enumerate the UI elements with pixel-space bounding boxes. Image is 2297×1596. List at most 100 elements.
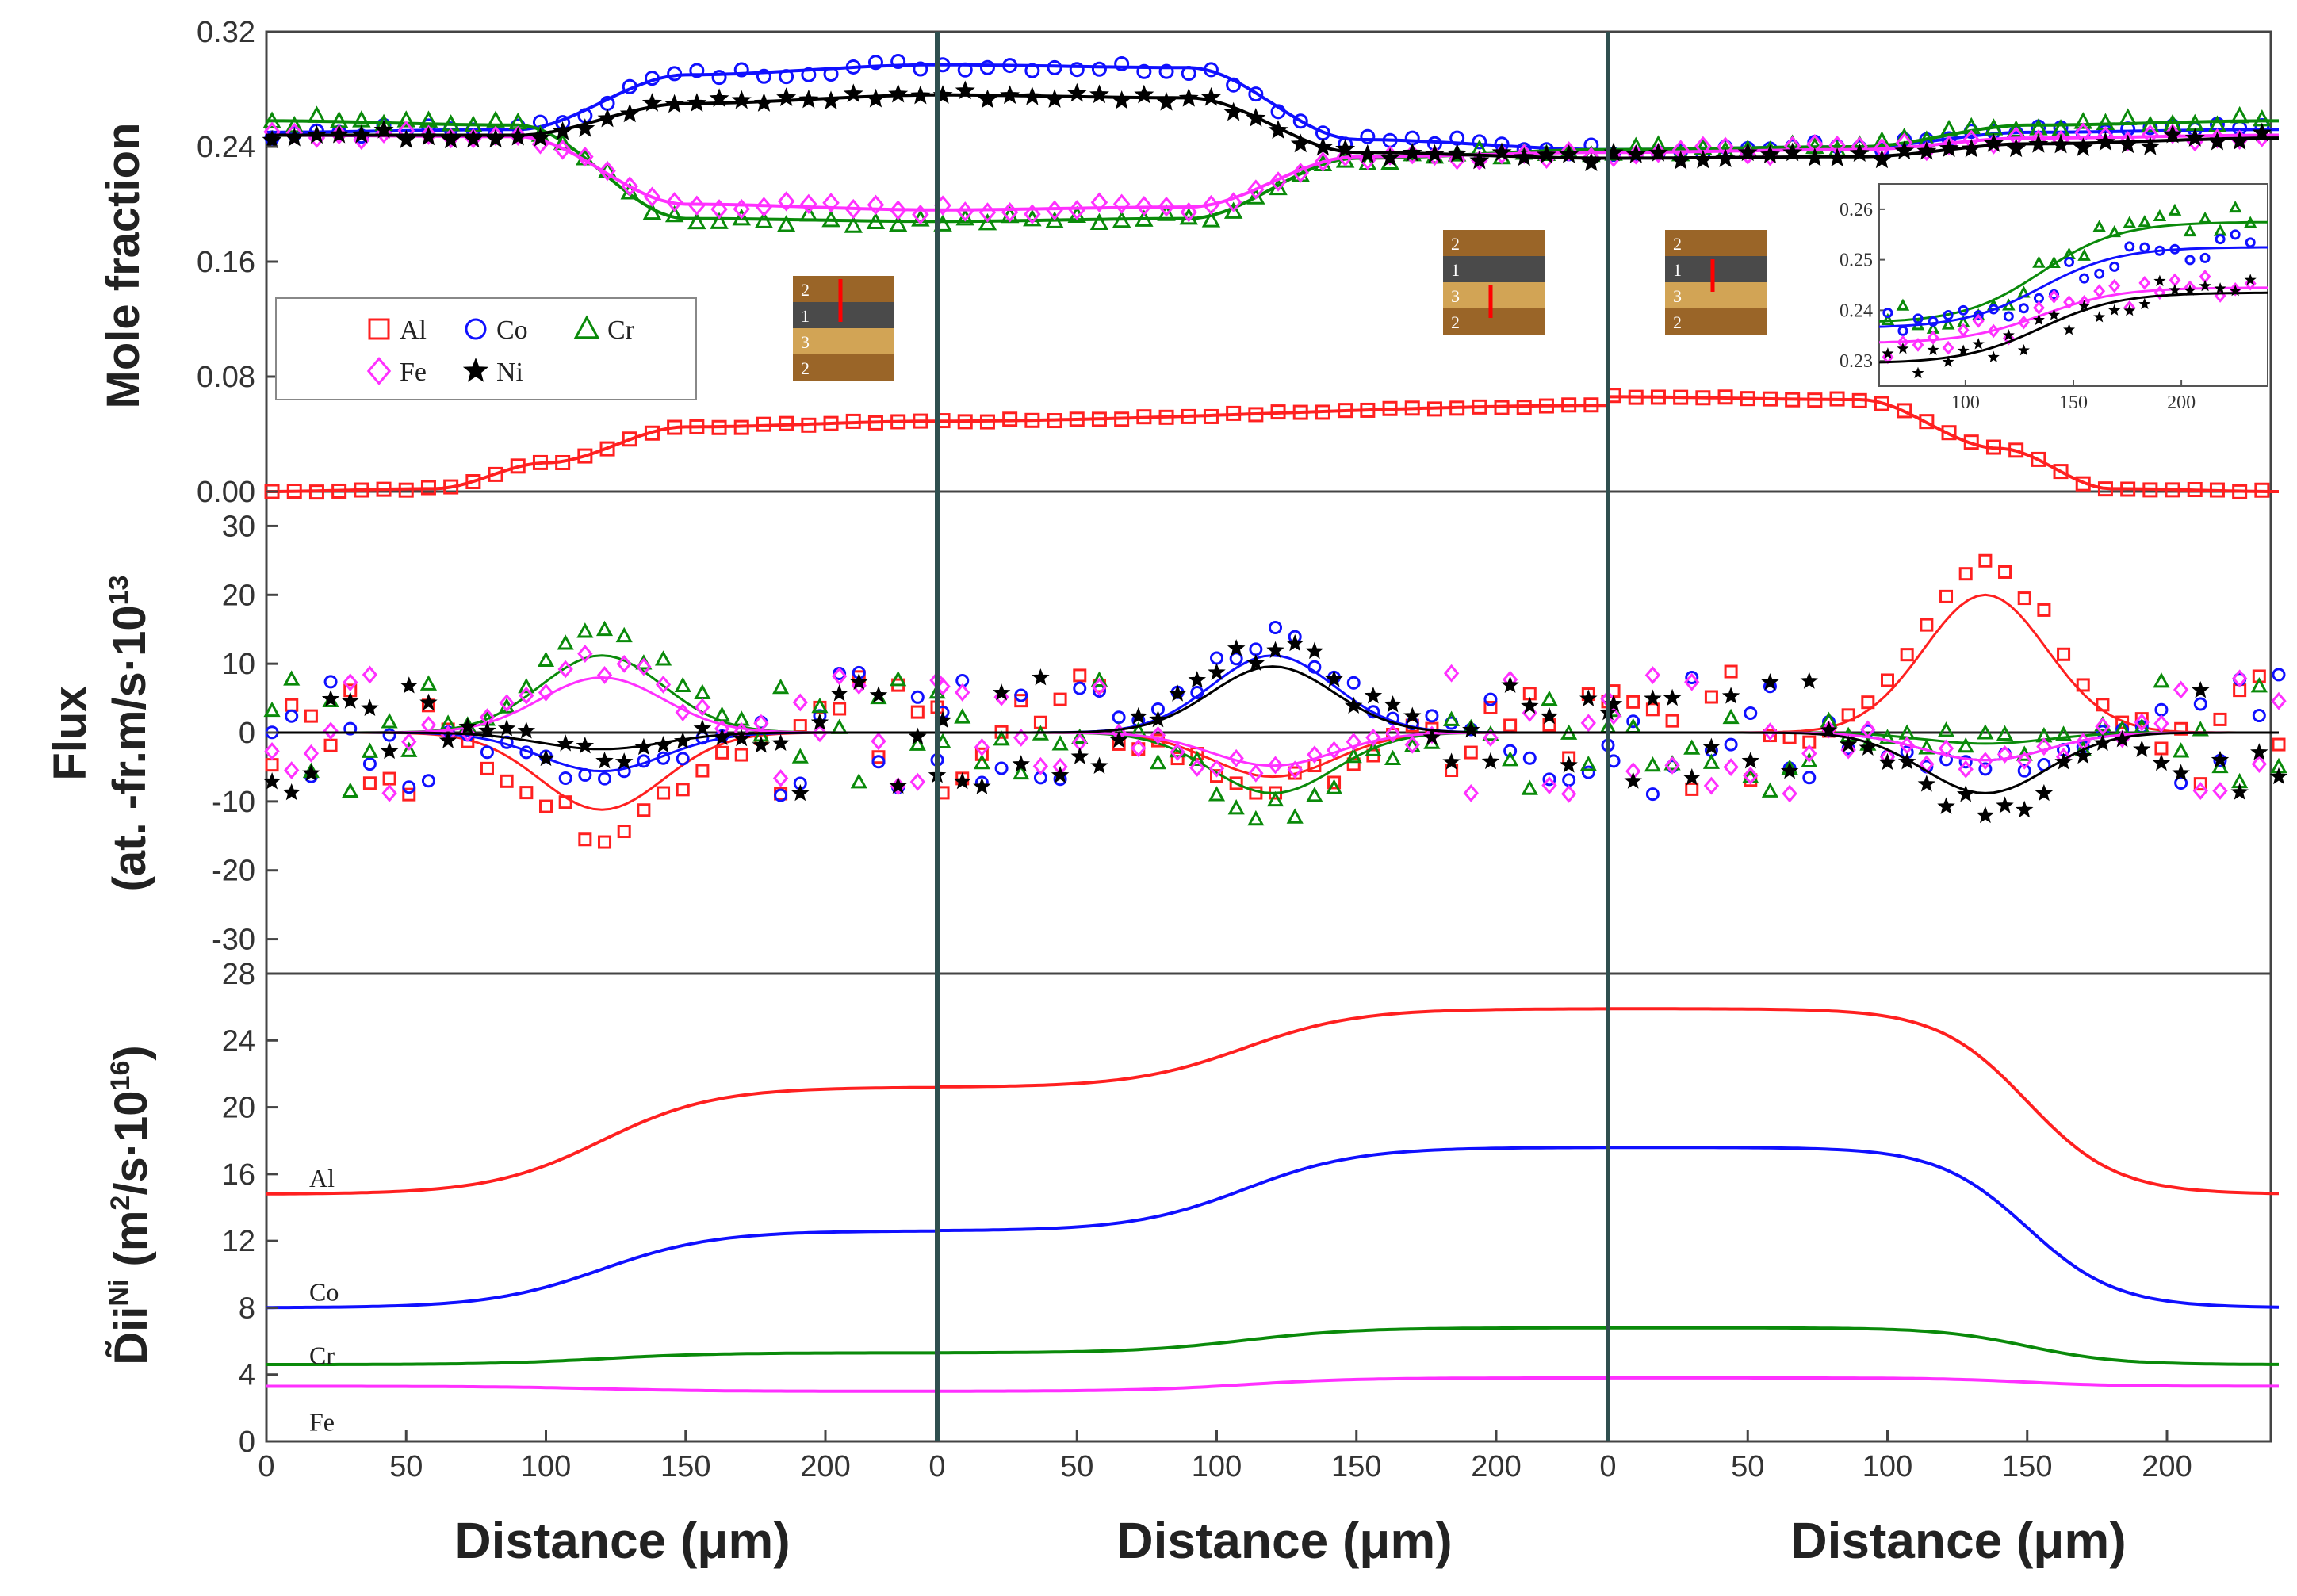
mole-fraction-point-cr (1157, 204, 1176, 221)
inset-point-co (1912, 313, 1924, 324)
mole-fraction-point-al (1538, 398, 1554, 414)
flux-point-fe (812, 724, 828, 743)
flux-point-fe (1560, 784, 1577, 803)
mole-fraction-point-fe (599, 160, 616, 182)
mole-fraction-point-al (555, 454, 571, 470)
flux-point-fe (401, 733, 417, 752)
mole-fraction-point-ni (1312, 136, 1333, 156)
mole-fraction-point-cr (307, 105, 327, 123)
inset-point-cr (2153, 209, 2167, 221)
flux-point-co (2174, 775, 2188, 790)
mole-fraction-point-al (1270, 404, 1286, 420)
flux-point-ni (1012, 755, 1030, 772)
x-tick-label: 200 (800, 1450, 850, 1483)
inset-point-ni (2184, 284, 2196, 296)
mole-fraction-point-co (1158, 63, 1174, 79)
flux-point-ni (733, 729, 751, 747)
inset-point-fe (2138, 276, 2151, 290)
layer-block (1443, 230, 1545, 256)
inset-point-co (1882, 308, 1893, 319)
mole-fraction-point-ni (553, 121, 573, 140)
flux-point-fe (1228, 748, 1244, 767)
layer-number: 2 (1451, 234, 1460, 254)
flux-point-fe (955, 683, 970, 702)
inset-point-cr (2183, 224, 2197, 237)
mole-fraction-point-ni (1402, 143, 1422, 162)
layer-number: 1 (1451, 260, 1460, 280)
x-tick-label: 50 (389, 1450, 423, 1483)
layer-block (1443, 282, 1545, 308)
mole-fraction-point-al (1047, 413, 1062, 429)
inset-point-fe (2153, 285, 2166, 300)
flux-point-cr (595, 620, 614, 637)
flux-point-al (2057, 647, 2071, 661)
flux-point-ni (438, 731, 457, 748)
mole-fraction-point-ni (1290, 133, 1311, 153)
flux-point-cr (772, 678, 790, 695)
flux-point-fe (2231, 669, 2248, 688)
mole-fraction-point-fe (777, 191, 795, 212)
mole-fraction-point-cr (1089, 212, 1109, 231)
y-tick-label: 30 (222, 510, 255, 543)
flux-point-ni (713, 728, 731, 746)
flux-point-al (578, 832, 592, 847)
flux-line-ni (937, 665, 1608, 734)
flux-point-al (974, 747, 989, 761)
layer-block (1443, 256, 1545, 282)
flux-point-fe (1131, 739, 1147, 757)
mole-fraction-point-fe (1024, 204, 1041, 224)
inset-point-co (2199, 252, 2211, 263)
flux-point-fe (1541, 776, 1557, 794)
mole-fraction-point-co (890, 54, 906, 70)
mole-fraction-point-cr (1135, 209, 1154, 227)
ylabel-flux-line2: (at. -fr.m/s·1013 (104, 576, 155, 892)
mole-fraction-point-fe (1560, 141, 1578, 162)
flux-point-fe (596, 666, 613, 684)
legend-label-cr: Cr (607, 316, 635, 345)
flux-point-cr (263, 701, 281, 718)
flux-point-fe (323, 721, 339, 741)
flux-point-ni (1090, 756, 1108, 774)
flux-point-ni (1422, 728, 1441, 745)
flux-point-fe (1346, 733, 1361, 752)
inset-point-ni (2244, 274, 2257, 285)
inset-point-fe (2093, 284, 2106, 298)
flux-point-co (1645, 787, 1660, 802)
flux-point-ni (1663, 688, 1682, 706)
layer-block (793, 302, 894, 328)
inset-x-tick-label: 150 (2059, 392, 2088, 413)
flux-point-al (695, 764, 710, 778)
mole-fraction-point-ni (821, 90, 841, 110)
y-tick-label: 28 (222, 958, 255, 991)
legend-label-co: Co (496, 316, 528, 345)
x-tick-label: 150 (660, 1450, 710, 1483)
mole-fraction-point-al (1829, 391, 1845, 407)
flux-point-ni (1403, 706, 1422, 724)
inset-point-ni (2108, 304, 2121, 316)
layer-block (1665, 256, 1767, 282)
inset-point-fe (1972, 314, 1985, 328)
inset-point-fe (2048, 289, 2060, 304)
flux-point-co (2017, 764, 2031, 778)
flux-point-fe (2134, 713, 2150, 732)
flux-line-al (1608, 593, 2279, 734)
flux-line-ni (1608, 731, 2279, 794)
flux-point-cr (1761, 782, 1779, 798)
flux-point-fe (538, 683, 554, 702)
mole-fraction-point-al (1851, 392, 1867, 408)
inset-point-cr (2228, 200, 2242, 213)
mole-fraction-point-fe (800, 193, 817, 215)
mole-fraction-point-cr (710, 212, 729, 229)
y-tick-label: 0 (239, 717, 255, 750)
flux-point-ni (576, 736, 595, 754)
mole-fraction-point-ni (910, 85, 931, 105)
mole-fraction-point-co (1181, 66, 1196, 82)
inset-point-co (2230, 229, 2241, 240)
layer-number: 3 (1451, 286, 1460, 306)
flux-point-cr (1443, 710, 1461, 726)
mole-fraction-point-fe (665, 192, 683, 212)
flux-point-al (1327, 775, 1342, 790)
mole-fraction-point-al (465, 474, 481, 490)
mole-fraction-point-fe (1001, 202, 1019, 223)
flux-point-ni (810, 713, 829, 730)
